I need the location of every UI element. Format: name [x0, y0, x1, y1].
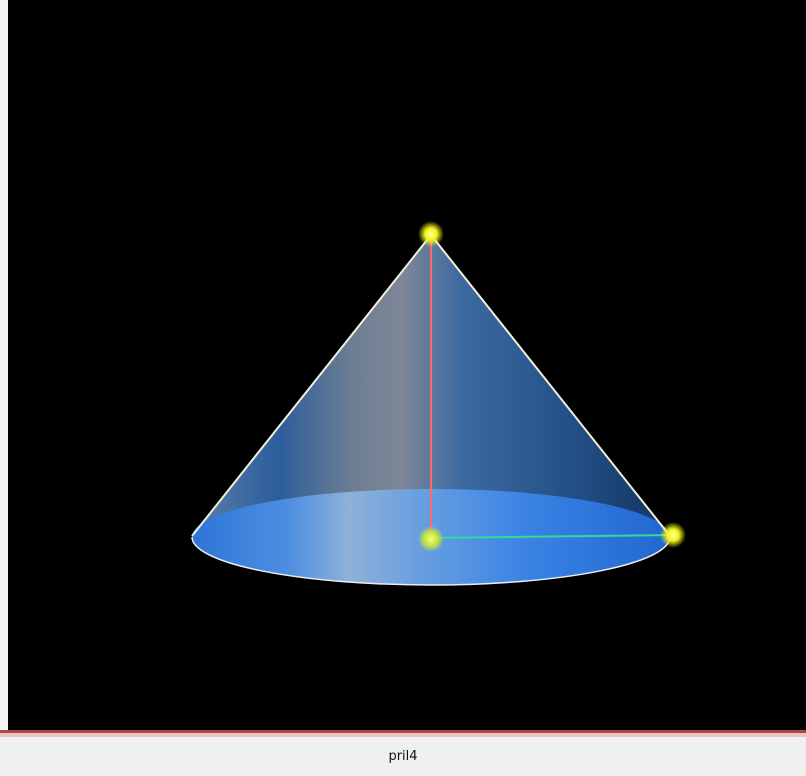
cone-left-edge	[191, 234, 432, 537]
apex-point[interactable]	[418, 221, 444, 247]
base-rim-point[interactable]	[660, 522, 686, 548]
status-separator	[0, 730, 806, 733]
left-border	[0, 0, 8, 730]
radius-segment[interactable]	[430, 534, 673, 539]
status-separator-highlight	[0, 733, 806, 737]
base-center-point[interactable]	[418, 526, 444, 552]
cone-scene[interactable]	[8, 0, 806, 730]
3d-viewport[interactable]	[8, 0, 806, 730]
cone-right-edge	[430, 234, 671, 537]
status-bar-label: pril4	[388, 749, 418, 764]
status-bar: pril4	[0, 737, 806, 776]
cone-base-outline-front	[191, 536, 671, 586]
